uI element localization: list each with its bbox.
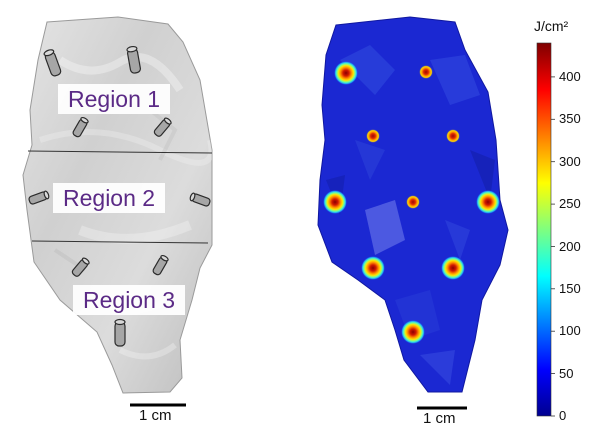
cylinder-1 [43,49,62,77]
colorbar-tick-label-200: 200 [559,238,581,254]
region-divider-2 [31,240,209,244]
colorbar-tick-marks [551,76,555,417]
cylinder-5 [28,190,50,205]
hotspot-2 [419,65,433,79]
left-scale-label: 1 cm [139,407,172,424]
hotspot-3 [366,129,380,143]
colorbar-tick-label-350: 350 [559,111,581,127]
cylinder-4 [153,117,172,137]
colorbar-unit-label: J/cm² [534,18,569,34]
colorbar-tick-label-50: 50 [559,365,574,381]
cylinder-2 [126,45,141,74]
colorbar-tick-label-400: 400 [559,68,581,84]
region-1-label: Region 1 [58,84,171,114]
colorbar-tick-label-250: 250 [559,196,581,212]
cylinder-9 [114,318,126,347]
colorbar-tick-label-0: 0 [559,408,567,423]
hotspot-8 [361,256,385,280]
colorbar-tick-label-100: 100 [559,323,581,339]
hotspot-1 [334,61,358,85]
cylinder-6 [189,192,211,207]
colorbar-tick-label-300: 300 [559,153,581,169]
colorbar-tick-label-150: 150 [559,280,581,296]
cylinder-7 [71,257,90,277]
region-divider-1 [27,150,213,154]
colorbar-gradient [536,42,552,417]
hotspot-layer [323,61,500,344]
region-3-label: Region 3 [73,285,186,315]
cylinder-8 [152,254,169,276]
hotspot-5 [323,190,347,214]
hotspot-7 [476,190,500,214]
hotspot-10 [401,320,425,344]
region-2-label: Region 2 [53,183,166,213]
left-implants [28,45,211,347]
cylinder-3 [72,116,89,138]
right-scale-label: 1 cm [423,410,456,427]
hotspot-9 [441,256,465,280]
hotspot-4 [446,129,460,143]
hotspot-6 [406,195,420,209]
